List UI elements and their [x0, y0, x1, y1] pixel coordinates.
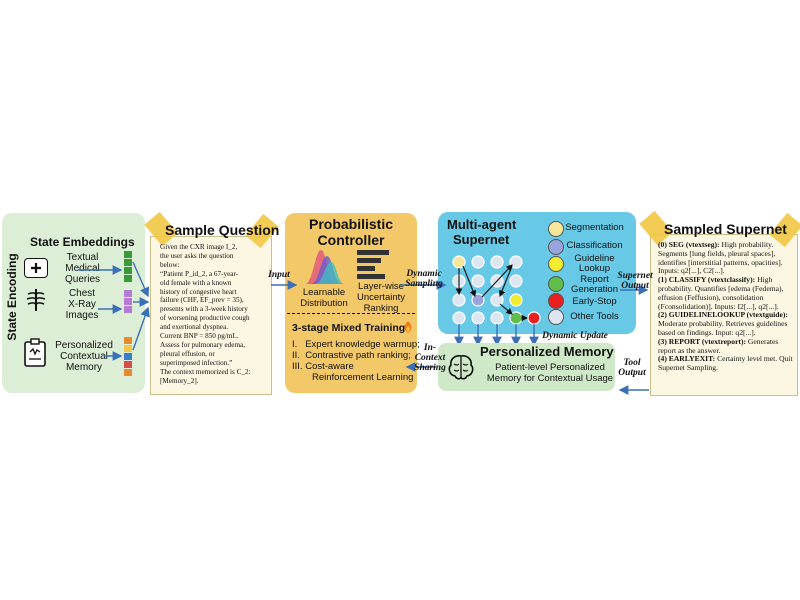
legend-segmentation: Segmentation — [565, 222, 624, 233]
node-other — [490, 293, 504, 307]
report-legend-dot — [548, 276, 564, 292]
sampled-path — [455, 264, 529, 322]
supernet-nodes — [452, 255, 541, 325]
sampled-entry-4: (4) EARLYEXIT: Certainty level met. Quit… — [658, 354, 793, 373]
sample-question-title: Sample Question — [165, 222, 280, 238]
node-other — [471, 311, 485, 325]
early-stop-legend-dot — [548, 293, 564, 309]
node-other — [490, 311, 504, 325]
node-early-stop — [527, 311, 541, 325]
supernet-output-label: Supernet Output — [617, 271, 653, 291]
other-tools-legend-dot — [548, 309, 564, 325]
probabilistic-controller-panel — [285, 213, 417, 393]
personalized-memory-panel — [438, 343, 615, 391]
uncertainty-ranking-label: Layer-wise Uncertainty Ranking — [356, 281, 406, 314]
dynamic-update-label: Dynamic Update — [542, 331, 608, 341]
input-arrow-label: Input — [268, 270, 290, 280]
training-step-3: III. Cost-aware — [292, 361, 354, 372]
learnable-distribution-icon — [303, 246, 347, 286]
controller-title: Probabilistic Controller — [308, 216, 394, 248]
node-other — [509, 274, 523, 288]
node-other — [471, 255, 485, 269]
training-step-2: II. Contrastive path ranking; — [292, 350, 411, 361]
chest-xray-icon — [24, 287, 48, 313]
textual-queries-label: Textual Medical Queries — [64, 252, 100, 285]
memory-title: Personalized Memory — [480, 344, 614, 359]
sample-question-body: Given the CXR image I_2, the user asks t… — [160, 243, 251, 385]
dynamic-sampling-label: Dynamic Sampling — [405, 269, 443, 289]
node-guideline — [509, 293, 523, 307]
sampled-entry-3: (3) REPORT (vtextreport): Generates repo… — [658, 336, 779, 355]
training-step-1: I. Expert knowledge warmup; — [292, 339, 420, 350]
text-embedding-vector — [124, 251, 132, 283]
classification-legend-dot — [548, 239, 564, 255]
sampled-entry-1: (1) CLASSIFY (vtextclassify): High proba… — [658, 275, 784, 311]
node-other — [452, 293, 466, 307]
medical-chat-icon — [24, 258, 48, 278]
sampled-entry-2: (2) GUIDELINELOOKUP (vtextguide): Modera… — [658, 310, 788, 337]
learnable-distribution-label: Learnable Distribution — [300, 287, 348, 309]
node-other — [471, 274, 485, 288]
image-embedding-vector — [124, 290, 132, 314]
sampled-entry-0: (0) SEG (vtextseg): High probability. Se… — [658, 240, 783, 276]
personalized-memory-label: Personalized Contextual Memory — [55, 340, 113, 373]
node-other — [490, 255, 504, 269]
legend-other-tools: Other Tools — [570, 311, 619, 322]
sampled-supernet-title: Sampled Supernet — [664, 221, 787, 237]
tool-output-label: Tool Output — [618, 358, 646, 378]
guideline-legend-dot — [548, 256, 564, 272]
sampled-supernet-body: (0) SEG (vtextseg): High probability. Se… — [658, 240, 796, 373]
sample-question-note — [150, 236, 272, 395]
in-context-sharing-label: In- Context Sharing — [414, 343, 446, 373]
mixed-training-title: 3-stage Mixed Training — [292, 322, 406, 334]
segmentation-legend-dot — [548, 221, 564, 237]
node-other — [509, 255, 523, 269]
sampled-supernet-note — [650, 234, 798, 396]
legend-classification: Classification — [566, 240, 623, 251]
legend-report: Report Generation — [570, 274, 618, 295]
training-step-3-cont: Reinforcement Learning — [312, 372, 414, 383]
legend-early-stop: Early-Stop — [572, 296, 617, 307]
memory-embedding-vector — [124, 337, 132, 377]
brain-icon — [446, 352, 476, 382]
fire-icon — [403, 320, 413, 334]
state-embeddings-title: State Embeddings — [30, 235, 135, 249]
ranking-bars-icon — [355, 248, 391, 282]
node-other — [452, 311, 466, 325]
clipboard-memory-icon — [22, 338, 48, 368]
chest-xray-label: Chest X-Ray Images — [65, 288, 99, 321]
supernet-title: Multi-agent Supernet — [447, 217, 517, 247]
controller-divider — [287, 313, 415, 314]
memory-subtitle: Patient-level Personalized Memory for Co… — [486, 362, 614, 384]
node-classification — [471, 293, 485, 307]
legend-guideline: Guideline Lookup — [574, 253, 615, 274]
